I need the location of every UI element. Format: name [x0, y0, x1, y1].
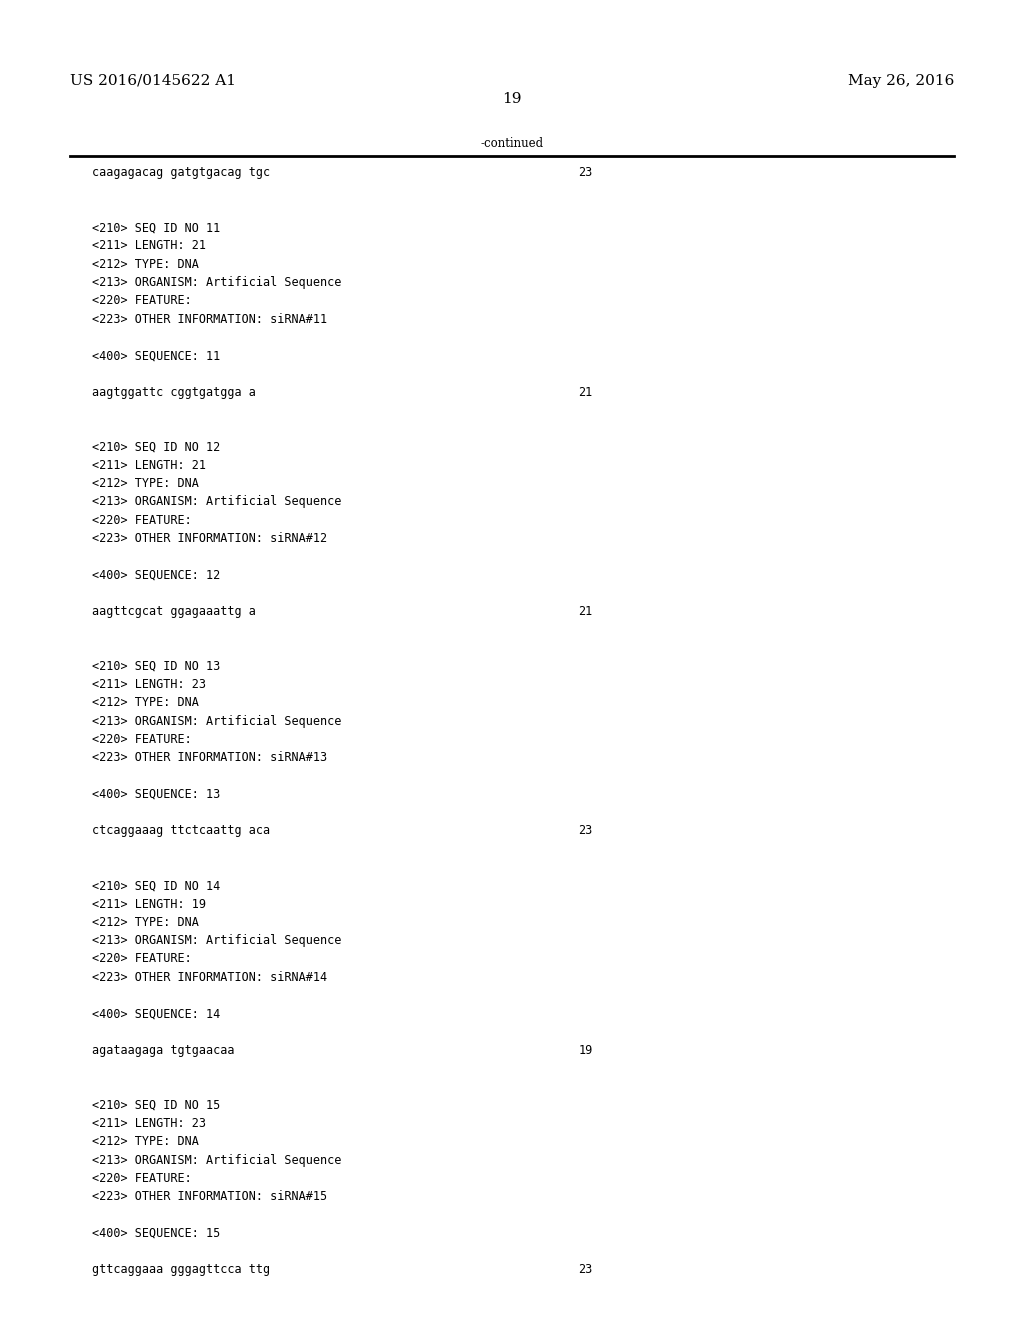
- Text: 21: 21: [579, 385, 593, 399]
- Text: 23: 23: [579, 825, 593, 837]
- Text: aagttcgcat ggagaaattg a: aagttcgcat ggagaaattg a: [92, 605, 256, 618]
- Text: <220> FEATURE:: <220> FEATURE:: [92, 513, 191, 527]
- Text: caagagacag gatgtgacag tgc: caagagacag gatgtgacag tgc: [92, 166, 270, 180]
- Text: <213> ORGANISM: Artificial Sequence: <213> ORGANISM: Artificial Sequence: [92, 935, 342, 948]
- Text: <212> TYPE: DNA: <212> TYPE: DNA: [92, 697, 199, 709]
- Text: 21: 21: [579, 605, 593, 618]
- Text: <210> SEQ ID NO 13: <210> SEQ ID NO 13: [92, 660, 220, 673]
- Text: <223> OTHER INFORMATION: siRNA#11: <223> OTHER INFORMATION: siRNA#11: [92, 313, 328, 326]
- Text: <213> ORGANISM: Artificial Sequence: <213> ORGANISM: Artificial Sequence: [92, 495, 342, 508]
- Text: <210> SEQ ID NO 15: <210> SEQ ID NO 15: [92, 1098, 220, 1111]
- Text: <211> LENGTH: 23: <211> LENGTH: 23: [92, 678, 206, 692]
- Text: <220> FEATURE:: <220> FEATURE:: [92, 953, 191, 965]
- Text: -continued: -continued: [480, 137, 544, 150]
- Text: <212> TYPE: DNA: <212> TYPE: DNA: [92, 1135, 199, 1148]
- Text: <211> LENGTH: 21: <211> LENGTH: 21: [92, 459, 206, 471]
- Text: agataagaga tgtgaacaa: agataagaga tgtgaacaa: [92, 1044, 234, 1057]
- Text: <400> SEQUENCE: 13: <400> SEQUENCE: 13: [92, 788, 220, 801]
- Text: US 2016/0145622 A1: US 2016/0145622 A1: [70, 74, 236, 88]
- Text: <210> SEQ ID NO 12: <210> SEQ ID NO 12: [92, 441, 220, 454]
- Text: 19: 19: [579, 1044, 593, 1057]
- Text: <223> OTHER INFORMATION: siRNA#12: <223> OTHER INFORMATION: siRNA#12: [92, 532, 328, 545]
- Text: <210> SEQ ID NO 11: <210> SEQ ID NO 11: [92, 222, 220, 234]
- Text: <400> SEQUENCE: 12: <400> SEQUENCE: 12: [92, 569, 220, 582]
- Text: <213> ORGANISM: Artificial Sequence: <213> ORGANISM: Artificial Sequence: [92, 715, 342, 727]
- Text: <220> FEATURE:: <220> FEATURE:: [92, 733, 191, 746]
- Text: <220> FEATURE:: <220> FEATURE:: [92, 294, 191, 308]
- Text: aagtggattc cggtgatgga a: aagtggattc cggtgatgga a: [92, 385, 256, 399]
- Text: ctcaggaaag ttctcaattg aca: ctcaggaaag ttctcaattg aca: [92, 825, 270, 837]
- Text: <212> TYPE: DNA: <212> TYPE: DNA: [92, 916, 199, 929]
- Text: 23: 23: [579, 166, 593, 180]
- Text: <220> FEATURE:: <220> FEATURE:: [92, 1172, 191, 1185]
- Text: 23: 23: [579, 1263, 593, 1276]
- Text: May 26, 2016: May 26, 2016: [848, 74, 954, 88]
- Text: <211> LENGTH: 23: <211> LENGTH: 23: [92, 1117, 206, 1130]
- Text: gttcaggaaa gggagttcca ttg: gttcaggaaa gggagttcca ttg: [92, 1263, 270, 1276]
- Text: <400> SEQUENCE: 11: <400> SEQUENCE: 11: [92, 350, 220, 362]
- Text: <223> OTHER INFORMATION: siRNA#15: <223> OTHER INFORMATION: siRNA#15: [92, 1191, 328, 1203]
- Text: <213> ORGANISM: Artificial Sequence: <213> ORGANISM: Artificial Sequence: [92, 1154, 342, 1167]
- Text: <400> SEQUENCE: 14: <400> SEQUENCE: 14: [92, 1007, 220, 1020]
- Text: <211> LENGTH: 21: <211> LENGTH: 21: [92, 239, 206, 252]
- Text: <210> SEQ ID NO 14: <210> SEQ ID NO 14: [92, 879, 220, 892]
- Text: <400> SEQUENCE: 15: <400> SEQUENCE: 15: [92, 1226, 220, 1239]
- Text: <210> SEQ ID NO 16: <210> SEQ ID NO 16: [92, 1319, 220, 1320]
- Text: <212> TYPE: DNA: <212> TYPE: DNA: [92, 257, 199, 271]
- Text: <213> ORGANISM: Artificial Sequence: <213> ORGANISM: Artificial Sequence: [92, 276, 342, 289]
- Text: <212> TYPE: DNA: <212> TYPE: DNA: [92, 477, 199, 490]
- Text: <211> LENGTH: 19: <211> LENGTH: 19: [92, 898, 206, 911]
- Text: <223> OTHER INFORMATION: siRNA#13: <223> OTHER INFORMATION: siRNA#13: [92, 751, 328, 764]
- Text: <223> OTHER INFORMATION: siRNA#14: <223> OTHER INFORMATION: siRNA#14: [92, 970, 328, 983]
- Text: 19: 19: [502, 92, 522, 107]
